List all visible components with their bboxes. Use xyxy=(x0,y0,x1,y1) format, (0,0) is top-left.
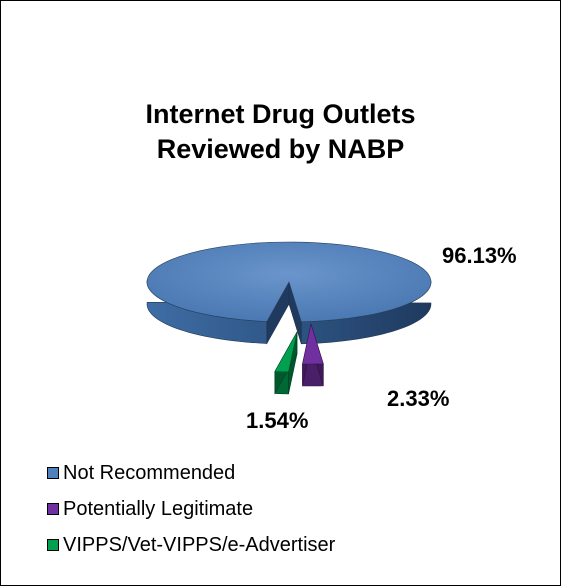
legend-swatch-not-recommended xyxy=(47,467,59,479)
legend: Not Recommended Potentially Legitimate V… xyxy=(47,455,335,563)
pie-slice-potentially-legitimate xyxy=(302,322,324,387)
pie-slice-potentially-legitimate-top xyxy=(302,322,324,365)
pie-slice-not-recommended-top xyxy=(146,241,432,323)
legend-item-potentially-legitimate: Potentially Legitimate xyxy=(47,491,335,527)
legend-item-vipps: VIPPS/Vet-VIPPS/e-Advertiser xyxy=(47,527,335,563)
chart-title-line-1: Internet Drug Outlets xyxy=(145,99,416,129)
data-label-potentially-legitimate: 2.33% xyxy=(387,386,450,411)
legend-label-not-recommended: Not Recommended xyxy=(63,461,236,484)
pie-slice-vipps-top xyxy=(274,331,298,373)
legend-swatch-vipps xyxy=(47,539,59,551)
data-label-vipps: 1.54% xyxy=(246,408,309,433)
legend-label-vipps: VIPPS/Vet-VIPPS/e-Advertiser xyxy=(63,533,336,556)
chart-title-line-2: Reviewed by NABP xyxy=(156,134,405,164)
legend-label-potentially-legitimate: Potentially Legitimate xyxy=(63,497,254,520)
pie-slice-vipps xyxy=(274,330,298,395)
data-label-not-recommended: 96.13% xyxy=(442,243,517,268)
legend-swatch-potentially-legitimate xyxy=(47,503,59,515)
pie-slice-not-recommended xyxy=(146,241,432,345)
legend-item-not-recommended: Not Recommended xyxy=(47,455,335,491)
